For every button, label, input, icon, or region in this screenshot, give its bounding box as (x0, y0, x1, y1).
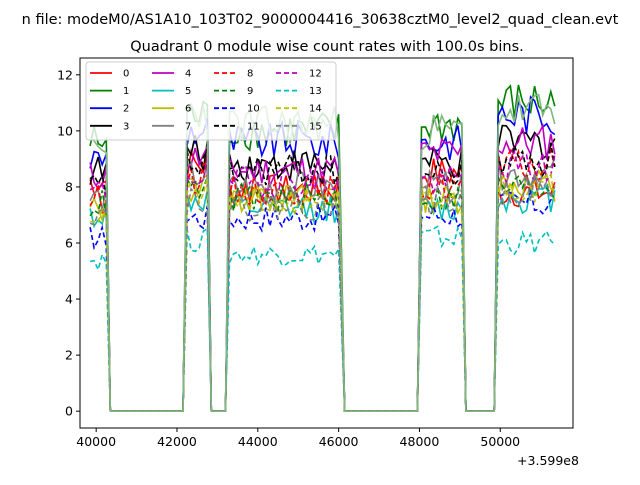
series-line (89, 147, 556, 413)
y-tick-label: 6 (65, 236, 73, 251)
x-tick-label: 46000 (319, 434, 359, 449)
y-tick-label: 0 (65, 404, 73, 419)
series-line (89, 225, 556, 413)
legend-label: 0 (123, 69, 129, 80)
legend-label: 5 (185, 86, 191, 97)
y-tick-label: 12 (57, 67, 73, 82)
series-line (89, 149, 556, 413)
legend-label: 9 (247, 86, 253, 97)
x-tick-label: 40000 (76, 434, 116, 449)
series-line (89, 156, 556, 413)
legend-label: 7 (185, 121, 191, 132)
x-tick-label: 50000 (480, 434, 520, 449)
series-line (89, 142, 556, 413)
chart-title: Quadrant 0 module wise count rates with … (130, 39, 524, 55)
y-tick-label: 10 (57, 123, 73, 138)
x-tick-label: 42000 (157, 434, 197, 449)
legend-label: 3 (123, 121, 129, 132)
legend-label: 1 (123, 86, 129, 97)
figure-supertitle: n file: modeM0/AS1A10_103T02_9000004416_… (22, 12, 619, 28)
y-tick-label: 2 (65, 348, 73, 363)
series-line (89, 169, 555, 413)
legend-label: 8 (247, 69, 253, 80)
legend-label: 11 (247, 121, 260, 132)
series-line (89, 148, 556, 413)
legend-label: 14 (309, 104, 322, 115)
legend-label: 15 (309, 121, 322, 132)
x-tick-label: 48000 (400, 434, 440, 449)
legend-box (85, 61, 337, 141)
x-offset-label: +3.599e8 (517, 453, 579, 468)
y-tick-label: 4 (65, 292, 73, 307)
series-line (90, 172, 556, 413)
y-tick-label: 8 (65, 179, 73, 194)
legend-label: 12 (309, 69, 322, 80)
legend-label: 2 (123, 104, 129, 115)
series-line (89, 174, 556, 413)
series-line (89, 174, 556, 413)
x-tick-label: 44000 (238, 434, 278, 449)
legend-label: 6 (185, 104, 191, 115)
legend-label: 4 (185, 69, 191, 80)
legend-label: 13 (309, 86, 322, 97)
legend-label: 10 (247, 104, 260, 115)
series-line (89, 93, 556, 413)
series-line (89, 124, 556, 413)
series-line (89, 189, 556, 413)
